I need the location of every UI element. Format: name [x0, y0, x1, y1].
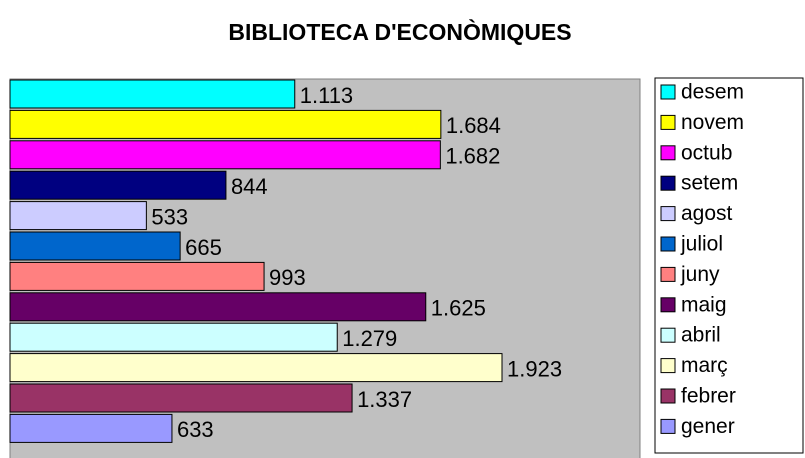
bar [9, 170, 227, 200]
value-label: 1.684 [446, 113, 501, 138]
bar [9, 413, 173, 443]
legend-swatch [660, 84, 676, 100]
legend-label: març [681, 354, 728, 377]
value-label: 1.625 [431, 296, 486, 321]
legend-label: agost [681, 202, 733, 225]
legend-label: novem [681, 111, 744, 134]
legend-swatch [660, 236, 676, 252]
value-label: 665 [185, 235, 222, 260]
bar [9, 292, 427, 322]
bar [9, 383, 353, 413]
legend-swatch [660, 358, 676, 374]
value-label: 1.113 [300, 83, 353, 108]
bar [9, 109, 442, 139]
bar [9, 79, 296, 109]
legend-label: juliol [680, 233, 723, 256]
legend-label: setem [681, 172, 738, 195]
legend-box [654, 77, 804, 454]
value-label: 1.682 [445, 144, 500, 169]
legend-swatch [660, 114, 676, 130]
legend-swatch [660, 206, 676, 222]
legend-swatch [660, 175, 676, 191]
legend-label: gener [681, 415, 735, 438]
value-label: 1.279 [342, 326, 397, 351]
value-label: 1.923 [507, 356, 562, 381]
value-label: 993 [269, 265, 306, 290]
legend-swatch [660, 327, 676, 343]
bar [9, 353, 503, 383]
bar [9, 261, 265, 291]
legend-label: febrer [681, 385, 736, 408]
value-label: 533 [151, 204, 188, 229]
legend-swatch [660, 388, 676, 404]
value-label: 633 [177, 417, 214, 442]
bar [9, 231, 181, 261]
bar [9, 322, 338, 352]
legend-label: juny [680, 263, 720, 286]
value-label: 844 [231, 174, 268, 199]
legend-swatch [660, 145, 676, 161]
legend-swatch [660, 418, 676, 434]
legend-label: maig [681, 293, 727, 316]
legend-label: desem [681, 81, 744, 104]
chart-title: BIBLIOTECA D'ECONÒMIQUES [228, 18, 571, 45]
value-label: 1.337 [357, 387, 412, 412]
bar [9, 201, 147, 231]
legend-swatch [660, 266, 676, 282]
legend-swatch [660, 297, 676, 313]
legend-label: octub [681, 141, 732, 164]
bar [9, 140, 441, 170]
legend-label: abril [681, 324, 721, 347]
